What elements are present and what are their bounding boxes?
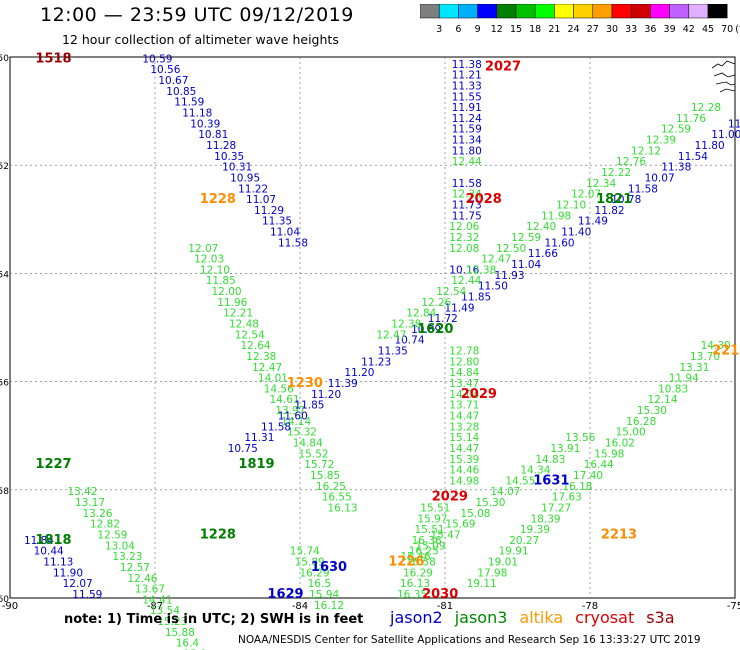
swh-value: 19.11 <box>467 578 497 590</box>
pass-time-label: 1227 <box>35 457 71 472</box>
pass-time-label: 2027 <box>485 60 521 75</box>
pass-time-label: 1818 <box>35 533 71 548</box>
swh-value: 11.59 <box>72 589 102 601</box>
pass-time-label: 1226 <box>388 555 424 570</box>
y-tick-label: -56 <box>0 379 9 389</box>
pass-time-label: 2213 <box>712 344 740 359</box>
pass-time-label: 1630 <box>311 560 347 575</box>
pass-time-label: 2029 <box>432 490 468 505</box>
pass-time-label: 1228 <box>200 192 236 207</box>
pass-time-label: 2030 <box>422 587 458 602</box>
swh-value: 11.58 <box>278 237 308 249</box>
legend-item-altika: altika <box>519 608 563 627</box>
satellite-legend: jason2 jason3 altika cryosat s3a <box>390 608 687 627</box>
swh-value: 10.75 <box>228 443 258 455</box>
pass-time-label: 1821 <box>596 192 632 207</box>
y-tick-label: -52 <box>0 162 9 172</box>
y-tick-label: -58 <box>0 487 9 497</box>
pass-time-label: 1230 <box>287 376 323 391</box>
swh-value: 12.44 <box>452 156 482 168</box>
footer-credit: NOAA/NESDIS Center for Satellite Applica… <box>238 634 701 646</box>
swh-value: 16.12 <box>314 600 344 612</box>
legend-item-jason3: jason3 <box>455 608 508 627</box>
footer-note: note: 1) Time is in UTC; 2) SWH is in fe… <box>64 612 363 627</box>
legend-item-jason2: jason2 <box>390 608 443 627</box>
x-tick-label: -75 <box>727 601 740 612</box>
y-tick-label: -54 <box>0 270 9 280</box>
pass-time-label: 1629 <box>267 587 303 602</box>
pass-time-label: 2213 <box>601 527 637 542</box>
legend-item-s3a: s3a <box>646 608 674 627</box>
swh-value: 16.13 <box>328 502 358 514</box>
swh-value: 12.08 <box>449 243 479 255</box>
coastline <box>712 61 735 92</box>
pass-time-label: 2028 <box>466 192 502 207</box>
legend-item-cryosat: cryosat <box>575 608 634 627</box>
x-tick-label: -84 <box>292 601 308 612</box>
y-tick-label: -50 <box>0 54 9 64</box>
altimeter-map: -90-87-84-81-78-75-50-52-54-56-58-6010.5… <box>0 0 740 650</box>
pass-time-label: 1631 <box>533 473 569 488</box>
pass-time-label: 1518 <box>35 51 71 66</box>
pass-time-label: 1620 <box>417 322 453 337</box>
y-tick-label: -60 <box>0 595 9 605</box>
swh-value: 14.98 <box>449 475 479 487</box>
plot-frame <box>10 57 735 598</box>
pass-time-label: 2029 <box>461 387 497 402</box>
swh-value: 12.47 <box>376 329 406 341</box>
pass-time-label: 1819 <box>238 457 274 472</box>
pass-time-label: 1228 <box>200 527 236 542</box>
